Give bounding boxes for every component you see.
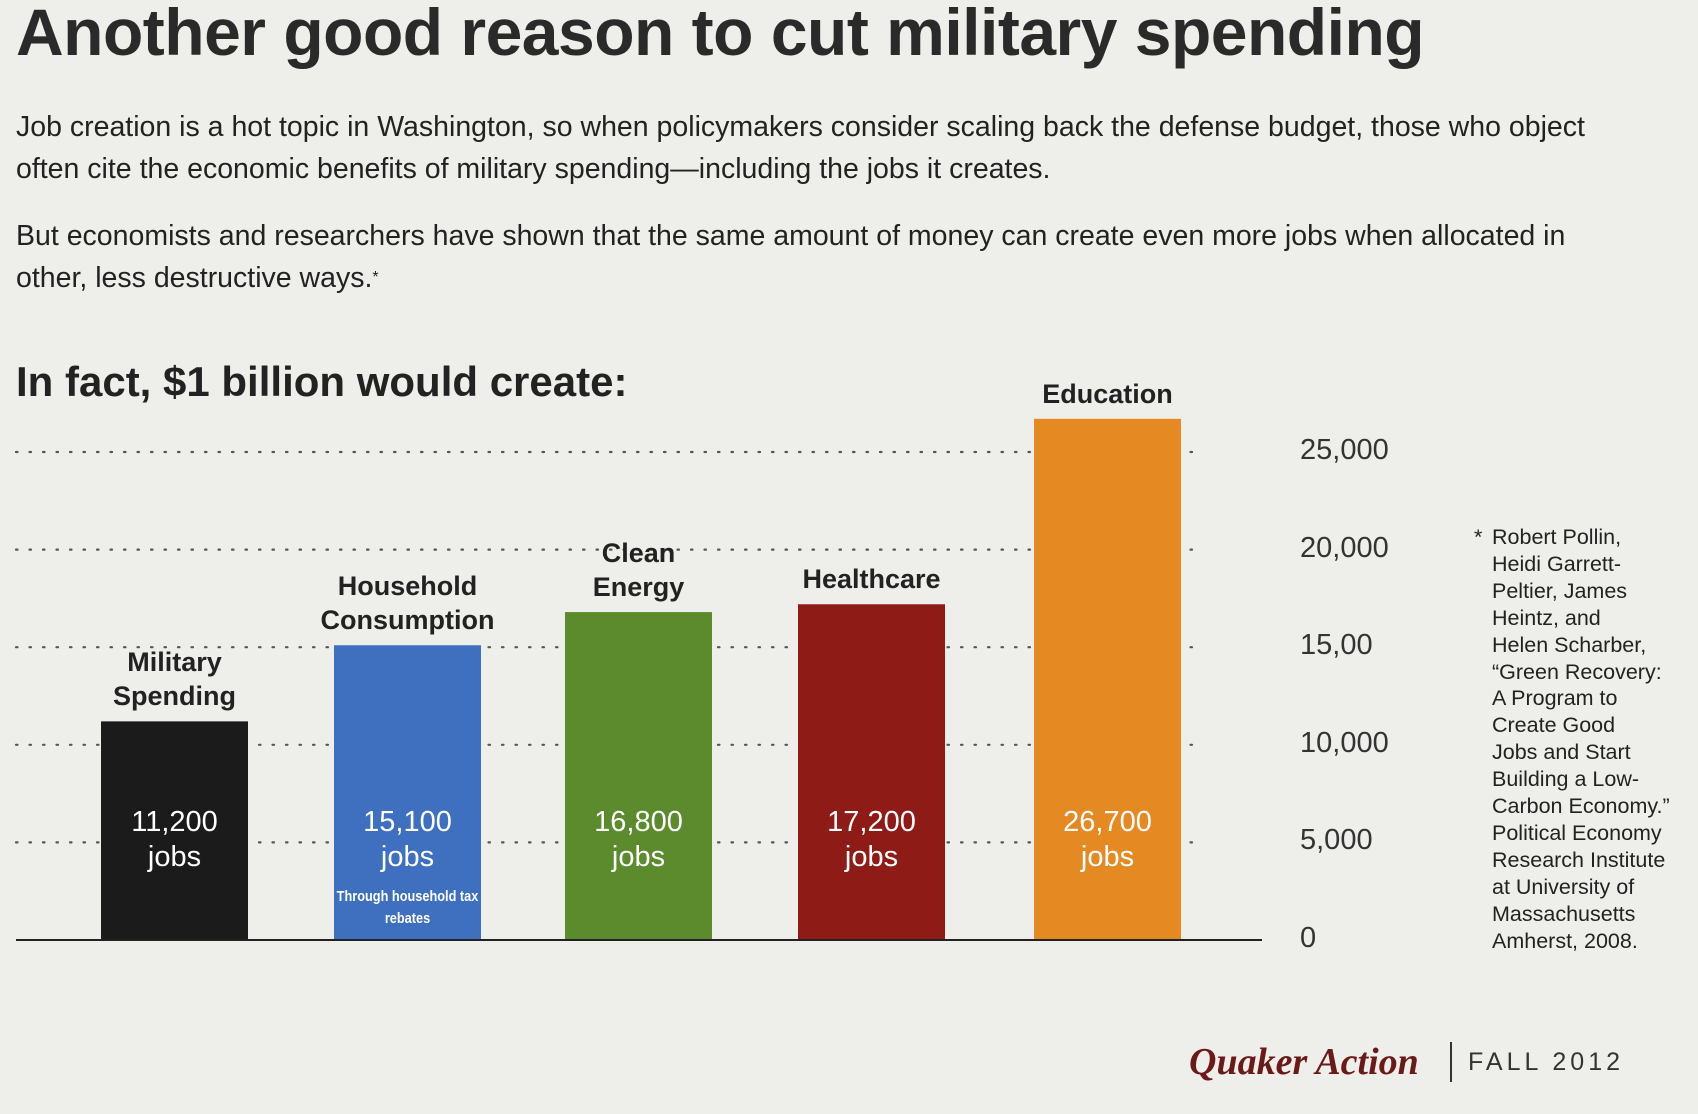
page-title: Another good reason to cut military spen… (16, 0, 1425, 69)
value-number: 11,200 (131, 806, 218, 838)
footnote-marker: * (372, 269, 379, 286)
intro-paragraph-1: Job creation is a hot topic in Washingto… (16, 111, 1585, 185)
footnote-line: Helen Scharber, (1492, 632, 1647, 657)
footnote-asterisk: * (1474, 525, 1483, 549)
value-number: 16,800 (594, 806, 683, 838)
value-unit: jobs (380, 841, 435, 873)
y-tick-label: 5,000 (1300, 824, 1373, 857)
footnote-line: Jobs and Start (1492, 740, 1631, 765)
footnote-line: Peltier, James (1492, 578, 1628, 603)
intro-paragraph-2: But economists and researchers have show… (16, 215, 1616, 299)
value-label: 17,200 jobs (798, 805, 945, 875)
bar (1034, 418, 1181, 940)
footnote-line: Robert Pollin, (1492, 525, 1622, 549)
footnote-line: Massachusetts (1492, 901, 1636, 926)
value-label: 15,100 jobs (334, 805, 481, 875)
y-tick-label: 25,000 (1300, 434, 1389, 466)
publication-issue: FALL 2012 (1468, 1048, 1625, 1076)
category-label-line: Healthcare (802, 564, 941, 595)
footnote-line: Research Institute (1492, 847, 1666, 872)
bar (101, 721, 248, 940)
category-label-line: Military (127, 647, 222, 678)
category-label: Education (1008, 377, 1208, 411)
footnote: * Robert Pollin, Heidi Garrett- Peltier, J… (1474, 524, 1670, 955)
value-unit: jobs (844, 841, 899, 873)
category-label: Healthcare (772, 562, 972, 596)
footnote-line: Carbon Economy.” (1492, 794, 1670, 819)
y-tick-label: 20,000 (1300, 531, 1389, 564)
footnote-line: “Green Recovery: (1492, 659, 1662, 684)
value-number: 17,200 (827, 806, 916, 838)
footnote-line: at University of (1492, 874, 1635, 899)
intro-paragraph-2-text: But economists and researchers have show… (16, 220, 1566, 294)
value-unit: jobs (147, 841, 202, 873)
category-label: Military Spending (75, 645, 275, 713)
value-label: 11,200 jobs (101, 805, 248, 875)
category-label-line: Consumption (320, 605, 495, 636)
value-number: 15,100 (363, 806, 452, 838)
y-tick-label: 0 (1300, 922, 1317, 954)
category-label-line: Clean (601, 538, 676, 569)
chart-title: In fact, $1 billion would create: (16, 358, 628, 405)
footnote-line: Political Economy (1492, 820, 1662, 845)
bar (565, 612, 712, 940)
category-label-line: Spending (113, 681, 236, 712)
footnote-lines: Robert Pollin, Heidi Garrett- Peltier, Jam… (1492, 524, 1670, 955)
footnote-line: A Program to (1492, 686, 1618, 711)
bar (334, 645, 481, 940)
category-label-line: Education (1042, 378, 1173, 409)
bar (798, 604, 945, 940)
category-label: Clean Energy (539, 536, 739, 604)
footnote-line: Create Good (1492, 713, 1616, 738)
bar-note: Through household tax rebates (336, 888, 479, 927)
category-label: Household Consumption (308, 569, 508, 637)
value-unit: jobs (1080, 841, 1135, 873)
divider (1450, 1042, 1452, 1082)
value-number: 26,700 (1063, 806, 1152, 838)
category-label-line: Household (337, 571, 478, 602)
footnote-line: Heidi Garrett- (1492, 551, 1622, 576)
value-unit: jobs (611, 841, 666, 873)
y-tick-label: 10,000 (1300, 726, 1389, 759)
footnote-line: Amherst, 2008. (1492, 928, 1638, 953)
y-tick-label: 15,00 (1300, 629, 1373, 662)
footnote-line: Heintz, and (1492, 605, 1601, 630)
footnote-line: Building a Low- (1492, 767, 1640, 792)
value-label: 26,700 jobs (1034, 805, 1181, 875)
value-label: 16,800 jobs (565, 805, 712, 875)
category-label-line: Energy (592, 572, 685, 603)
publication-name: Quaker Action (1189, 1041, 1419, 1083)
